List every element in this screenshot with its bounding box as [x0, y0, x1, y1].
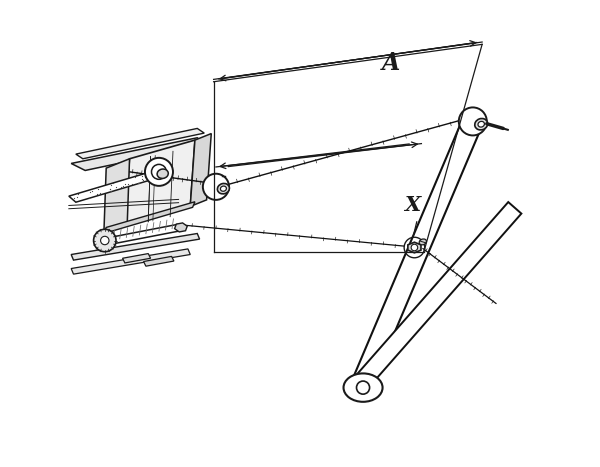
Point — [106, 181, 116, 189]
Circle shape — [203, 174, 229, 200]
Ellipse shape — [157, 169, 168, 178]
Circle shape — [145, 158, 173, 186]
Point — [122, 183, 132, 190]
Point — [71, 198, 80, 205]
Polygon shape — [109, 224, 181, 244]
Point — [128, 180, 137, 188]
Polygon shape — [125, 140, 195, 224]
Point — [133, 180, 143, 187]
Polygon shape — [175, 223, 187, 232]
Point — [155, 171, 164, 178]
Point — [120, 180, 130, 188]
Circle shape — [151, 164, 166, 179]
Point — [92, 191, 102, 198]
Point — [116, 183, 126, 191]
Point — [84, 195, 94, 202]
Point — [118, 182, 128, 189]
Point — [86, 189, 95, 196]
Polygon shape — [143, 256, 174, 266]
Point — [130, 173, 140, 180]
Polygon shape — [122, 254, 151, 263]
Point — [151, 173, 161, 180]
Point — [134, 179, 144, 187]
Ellipse shape — [344, 374, 383, 402]
Point — [140, 173, 149, 180]
Circle shape — [356, 381, 370, 394]
Point — [95, 189, 105, 196]
Ellipse shape — [217, 184, 229, 194]
Ellipse shape — [419, 239, 427, 245]
Point — [106, 185, 115, 192]
Point — [94, 185, 103, 192]
Point — [70, 194, 79, 202]
Point — [73, 193, 82, 200]
Polygon shape — [104, 202, 195, 234]
Point — [137, 173, 147, 180]
Polygon shape — [71, 138, 206, 170]
Point — [73, 191, 83, 198]
Point — [106, 187, 116, 195]
Polygon shape — [104, 159, 130, 234]
Point — [108, 179, 118, 187]
Polygon shape — [353, 117, 482, 385]
Point — [105, 186, 115, 193]
Polygon shape — [76, 128, 204, 159]
Polygon shape — [71, 234, 200, 260]
Ellipse shape — [220, 186, 226, 191]
Text: A: A — [382, 51, 400, 75]
Circle shape — [101, 236, 109, 245]
Point — [105, 188, 115, 195]
Circle shape — [94, 229, 116, 252]
Point — [87, 188, 97, 195]
Point — [123, 180, 133, 188]
Circle shape — [411, 244, 418, 251]
Ellipse shape — [475, 119, 488, 130]
Text: X: X — [404, 196, 420, 215]
Ellipse shape — [478, 121, 484, 127]
Polygon shape — [356, 202, 521, 386]
Polygon shape — [71, 249, 190, 274]
Polygon shape — [69, 169, 167, 202]
Circle shape — [459, 107, 487, 135]
Polygon shape — [408, 242, 421, 253]
Point — [139, 176, 148, 184]
Polygon shape — [190, 134, 211, 206]
Point — [111, 184, 121, 191]
Point — [137, 176, 147, 183]
